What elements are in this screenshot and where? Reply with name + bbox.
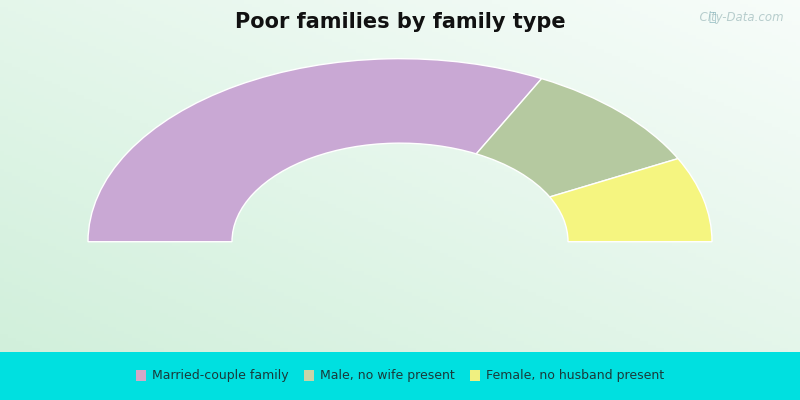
Text: ⓘ: ⓘ	[709, 11, 716, 24]
Wedge shape	[88, 59, 542, 242]
Wedge shape	[550, 159, 712, 242]
Text: City-Data.com: City-Data.com	[692, 10, 784, 24]
Legend: Married-couple family, Male, no wife present, Female, no husband present: Married-couple family, Male, no wife pre…	[136, 370, 664, 382]
Text: Poor families by family type: Poor families by family type	[234, 12, 566, 32]
Wedge shape	[476, 79, 678, 197]
